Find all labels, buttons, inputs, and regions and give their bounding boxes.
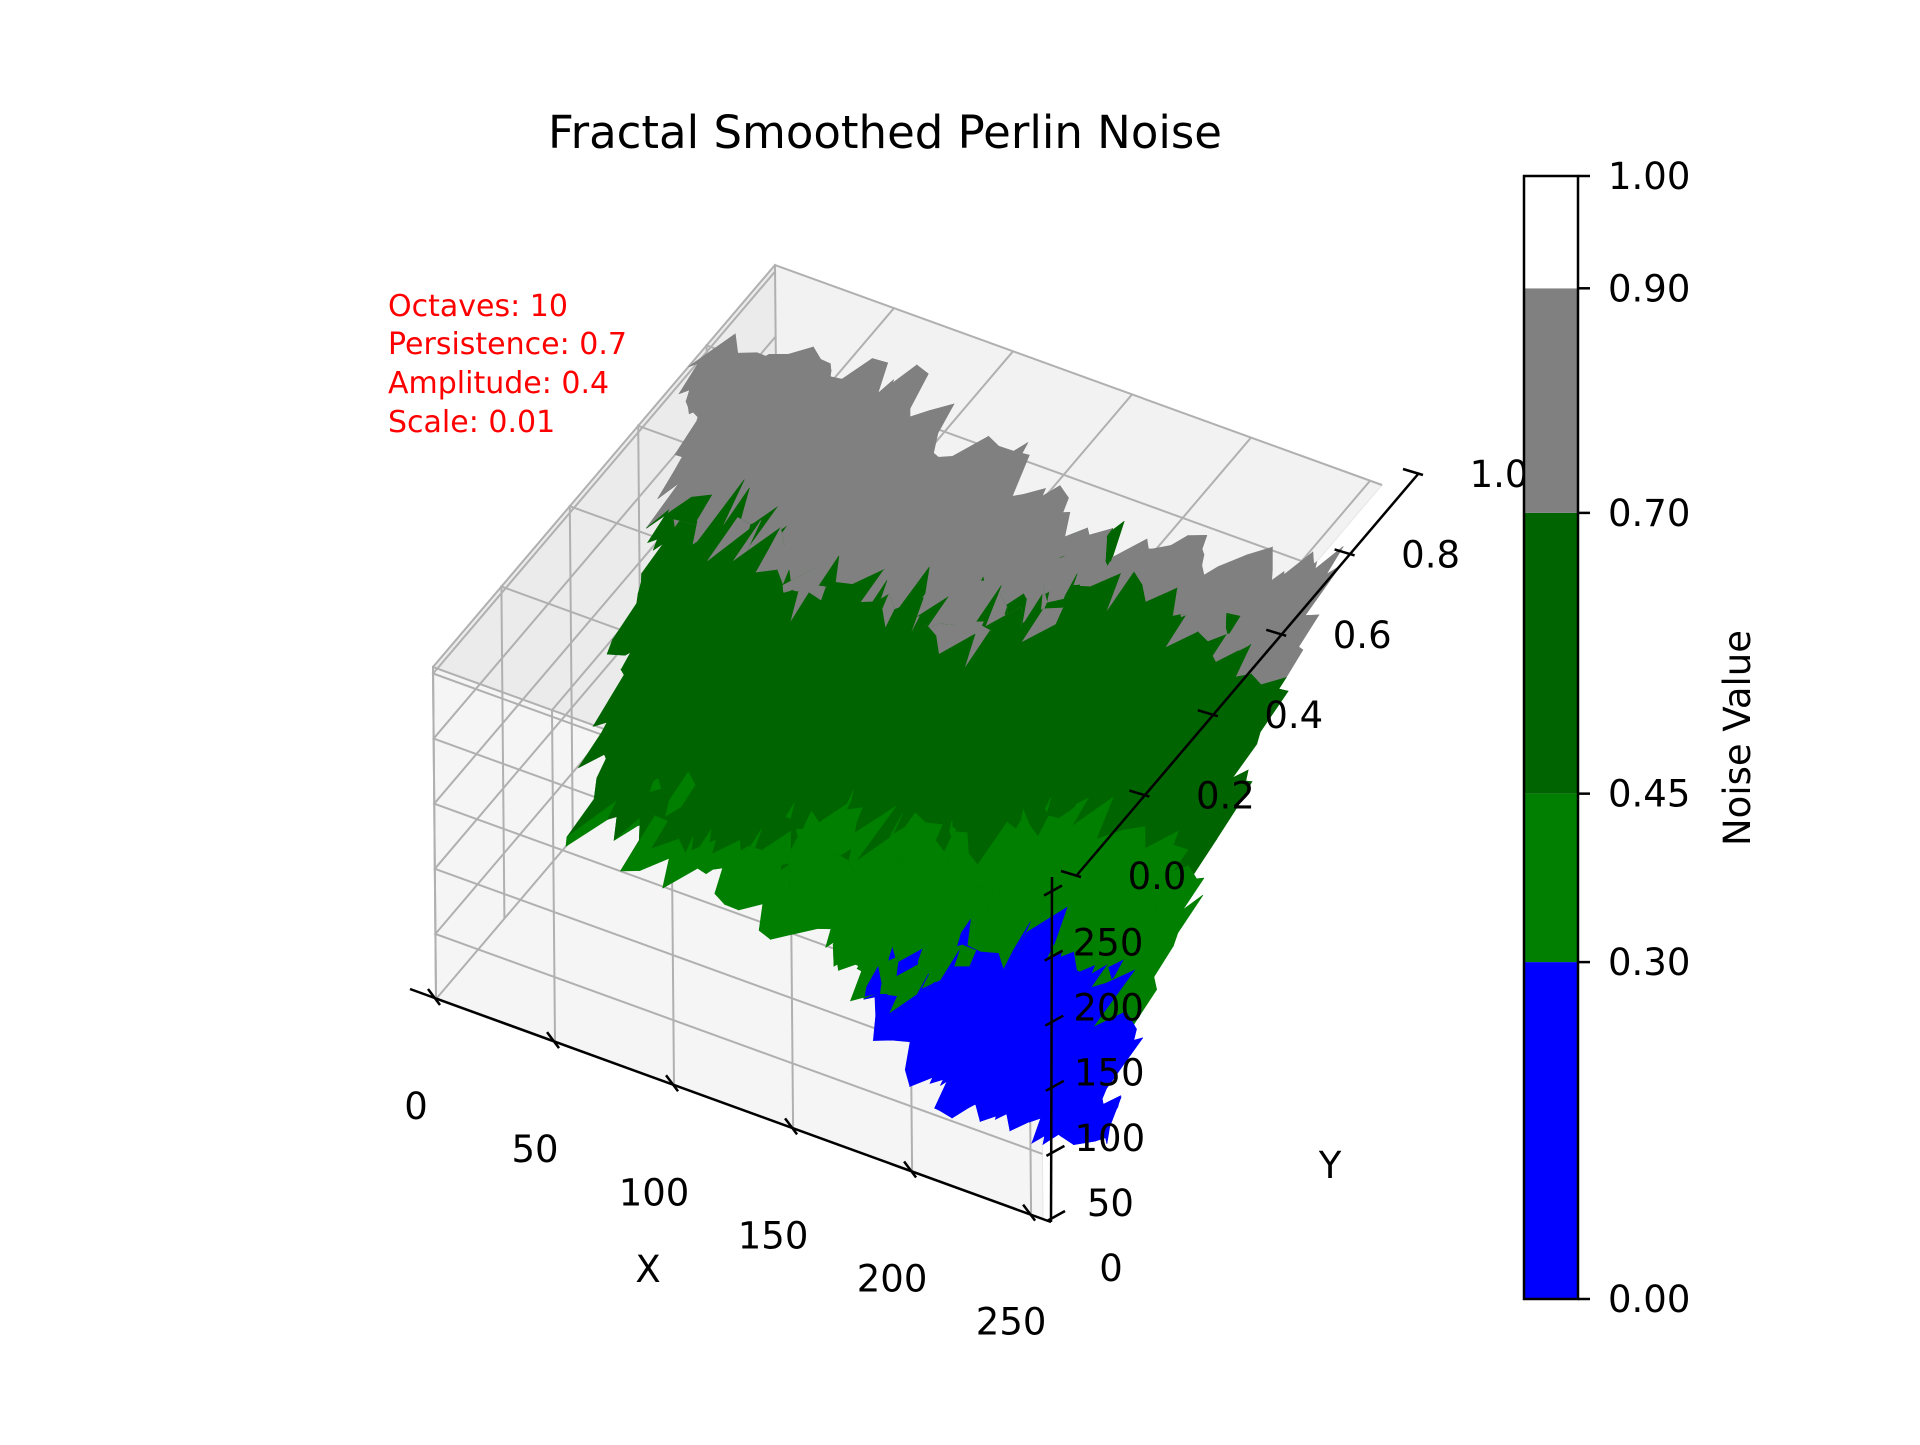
annotation-amplitude: Amplitude: 0.4 — [388, 366, 609, 401]
y-tick-label: 0 — [1099, 1247, 1123, 1290]
z-tick-label: 0.2 — [1196, 775, 1255, 818]
z-tick-mark — [1129, 789, 1150, 798]
x-tick-label: 0 — [404, 1085, 428, 1128]
colorbar-frame — [1522, 174, 1580, 1301]
y-axis-label: Y — [1318, 1144, 1342, 1187]
colorbar-segment — [1524, 288, 1578, 513]
y-tick-mark — [1046, 1209, 1066, 1223]
y-tick-label: 100 — [1075, 1117, 1146, 1160]
y-tick-mark — [1044, 1014, 1064, 1027]
y-tick-mark — [1043, 884, 1063, 897]
x-tick-mark — [665, 1074, 680, 1093]
z-tick-label: 0.4 — [1264, 694, 1323, 737]
tick-labels: 0501001502002500501001502002500.00.20.40… — [404, 453, 1528, 1344]
z-tick-label: 0.6 — [1333, 614, 1392, 657]
colorbar-tick-label: 0.45 — [1608, 773, 1690, 816]
colorbar: 0.00 0.30 0.45 0.70 0.90 1.00 — [1522, 155, 1690, 1321]
y-tick-mark — [1044, 949, 1064, 962]
z-tick-label: 0.8 — [1401, 533, 1460, 576]
x-axis-label: X — [635, 1248, 660, 1291]
y-axis-line — [1049, 876, 1054, 1223]
parameter-annotation: Octaves: 10 Persistence: 0.7 Amplitude: … — [388, 289, 627, 440]
x-tick-label: 50 — [511, 1128, 558, 1171]
colorbar-tick-label: 0.30 — [1608, 941, 1690, 984]
annotation-octaves: Octaves: 10 — [388, 289, 568, 324]
z-tick-label: 1.0 — [1470, 453, 1529, 496]
surface-facet — [1105, 1096, 1122, 1144]
y-tick-label: 50 — [1087, 1182, 1134, 1225]
axis-lines — [409, 472, 1420, 1224]
x-tick-label: 100 — [619, 1171, 690, 1214]
x-tick-label: 250 — [976, 1301, 1047, 1344]
x-tick-mark — [1022, 1203, 1037, 1222]
colorbar-tick-label: 0.90 — [1608, 267, 1690, 310]
annotation-scale: Scale: 0.01 — [388, 405, 555, 440]
colorbar-tick-label: 0.70 — [1608, 492, 1690, 535]
x-tick-mark — [546, 1031, 561, 1049]
colorbar-tick-label: 0.00 — [1608, 1278, 1690, 1321]
z-tick-mark — [1060, 869, 1082, 879]
y-tick-label: 200 — [1073, 987, 1144, 1030]
z-tick-mark — [1265, 628, 1287, 637]
x-tick-mark — [903, 1160, 918, 1179]
z-tick-mark — [1197, 709, 1219, 718]
annotation-persistence: Persistence: 0.7 — [388, 327, 627, 362]
x-tick-mark — [427, 988, 441, 1006]
y-tick-label: 150 — [1074, 1052, 1145, 1095]
x-tick-label: 150 — [738, 1214, 809, 1257]
surface-plot — [565, 333, 1344, 1146]
z-tick-mark — [1402, 467, 1424, 477]
x-axis-line — [409, 987, 1052, 1224]
colorbar-segment — [1524, 512, 1578, 794]
colorbar-segment — [1524, 793, 1578, 963]
x-tick-label: 200 — [857, 1258, 928, 1301]
chart-title: Fractal Smoothed Perlin Noise — [548, 106, 1222, 159]
colorbar-segment — [1524, 962, 1578, 1299]
colorbar-tick-label: 1.00 — [1608, 155, 1690, 198]
colorbar-segment — [1524, 176, 1578, 289]
z-tick-label: 0.0 — [1128, 855, 1187, 898]
x-tick-mark — [784, 1117, 799, 1136]
y-tick-label: 250 — [1073, 922, 1144, 965]
colorbar-label: Noise Value — [1716, 630, 1759, 846]
y-tick-mark — [1045, 1144, 1066, 1157]
y-tick-mark — [1045, 1079, 1065, 1092]
z-tick-mark — [1334, 548, 1355, 557]
z-axis-line — [1076, 472, 1420, 876]
